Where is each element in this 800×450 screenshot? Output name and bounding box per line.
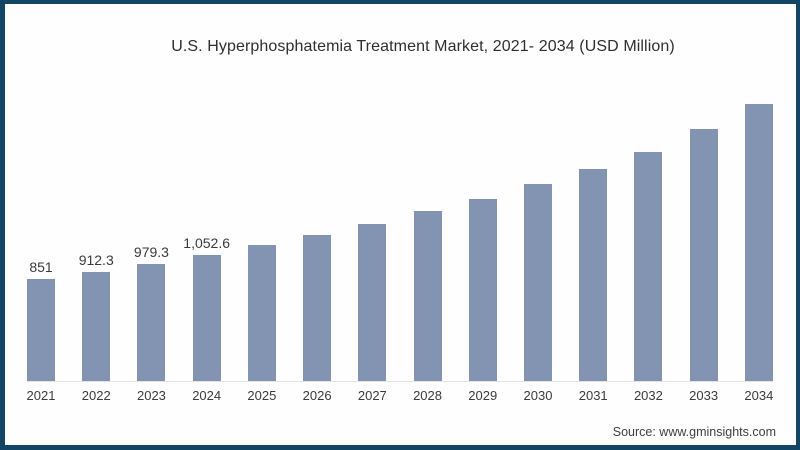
- bar-2025: [247, 245, 276, 381]
- bar-column-2021: 851: [27, 259, 55, 381]
- x-axis: 2021 2022 2023 2024 2025 2026 2027 2028 2029 2030…: [26, 388, 774, 403]
- bar-value-label-2024: 1,052.6: [183, 234, 231, 251]
- x-axis-label-2030: 2030: [523, 388, 553, 403]
- bar-column-2033: [689, 129, 718, 381]
- x-axis-label-text: 2024: [192, 388, 222, 403]
- bar-value-label-2023: 979.3: [133, 243, 169, 260]
- bar-column-2027: [358, 223, 387, 381]
- bar-column-2029: [468, 198, 497, 381]
- x-axis-label-2024: 2024: [192, 388, 222, 403]
- chart-title: U.S. Hyperphosphatemia Treatment Market,…: [171, 38, 675, 55]
- x-axis-label-text: 2032: [633, 388, 663, 403]
- x-axis-label-2034: 2034: [744, 388, 774, 403]
- x-axis-label-2033: 2033: [689, 388, 719, 403]
- x-axis-label-text: 2027: [357, 388, 387, 403]
- bar-value-label-2021: 851: [29, 258, 53, 275]
- x-axis-label-2022: 2022: [81, 388, 111, 403]
- x-axis-label-text: 2025: [247, 388, 277, 403]
- bar-2028: [413, 211, 442, 381]
- x-axis-label-text: 2028: [413, 388, 442, 403]
- plot-area: 851 912.3 979.3 1,052.6: [27, 99, 773, 382]
- x-axis-label-2028: 2028: [413, 388, 442, 403]
- x-axis-label-text: 2029: [468, 388, 498, 403]
- bar-2022: [82, 271, 111, 381]
- bar-column-2022: 912.3: [79, 252, 114, 381]
- source-credit: Source: www.gminsights.com: [612, 425, 776, 439]
- bar-2030: [523, 184, 552, 381]
- bar-2034: [744, 103, 773, 381]
- bar-column-2026: [303, 235, 332, 381]
- bar-column-2032: [634, 151, 663, 381]
- x-axis-label-text: 2026: [302, 388, 332, 403]
- bar-2024: [192, 254, 221, 381]
- bar-2033: [689, 129, 718, 381]
- x-axis-label-text: 2031: [578, 388, 608, 403]
- x-axis-label-text: 2030: [523, 388, 553, 403]
- x-axis-label-text: 2023: [136, 388, 166, 403]
- bar-column-2028: [413, 211, 442, 381]
- x-axis-label-text: 2021: [26, 388, 56, 403]
- x-axis-label-text: 2033: [689, 388, 719, 403]
- bar-2031: [579, 168, 608, 381]
- bar-value-label-2022: 912.3: [78, 251, 114, 268]
- bar-column-2034: [744, 103, 773, 381]
- bar-2026: [303, 235, 332, 381]
- bar-column-2030: [523, 184, 552, 381]
- bar-column-2031: [579, 168, 608, 381]
- x-axis-label-2031: 2031: [578, 388, 608, 403]
- bar-2023: [137, 263, 166, 381]
- bar-column-2025: [247, 245, 276, 381]
- x-axis-label-2026: 2026: [302, 388, 332, 403]
- x-axis-label-text: 2022: [81, 388, 111, 403]
- bar-2027: [358, 223, 387, 381]
- bar-2032: [634, 151, 663, 381]
- x-axis-label-2021: 2021: [26, 388, 56, 403]
- x-axis-label-2027: 2027: [357, 388, 387, 403]
- bar-column-2023: 979.3: [134, 244, 169, 381]
- x-axis-label-2023: 2023: [136, 388, 166, 403]
- x-axis-label-2032: 2032: [633, 388, 663, 403]
- x-axis-label-2029: 2029: [468, 388, 498, 403]
- x-axis-label-text: 2034: [744, 388, 774, 403]
- bar-2021: [27, 278, 55, 381]
- bar-column-2024: 1,052.6: [183, 235, 230, 381]
- x-axis-label-2025: 2025: [247, 388, 277, 403]
- bar-2029: [468, 198, 497, 381]
